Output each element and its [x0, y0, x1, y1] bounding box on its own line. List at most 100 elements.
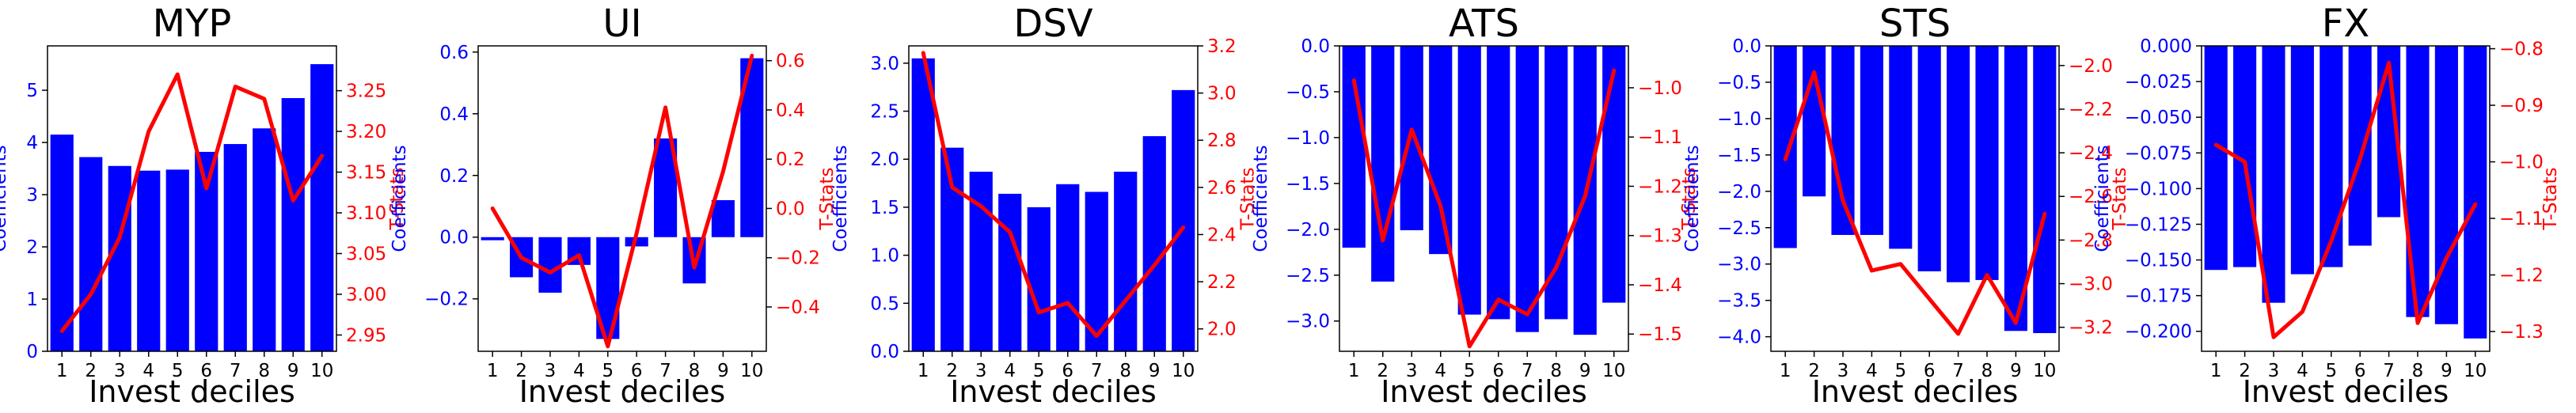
- x-tick-label: 9: [1579, 361, 1591, 381]
- bar-8: [1975, 46, 1999, 280]
- t-stats-line: [1783, 70, 2047, 336]
- x-axis-label: Invest deciles: [1812, 374, 2019, 409]
- axes-frame: [1339, 45, 1629, 352]
- x-tick-label: 5: [602, 361, 614, 381]
- y-axis-label-right: T-Stats: [817, 168, 838, 231]
- axes-frame: [908, 45, 1199, 352]
- y-tick-label-left: 1.0: [870, 246, 899, 267]
- y-tick-label-left: 0.2: [439, 166, 469, 187]
- bar-1: [1342, 46, 1366, 248]
- x-axis-label: Invest deciles: [1381, 374, 1587, 409]
- y-axis-label-left: Coefficients: [2092, 145, 2113, 252]
- x-axis-label: Invest deciles: [2243, 374, 2449, 409]
- x-tick-label: 1: [487, 361, 499, 381]
- y-axis-label-right: T-Stats: [1238, 168, 1259, 231]
- y-tick-label-right: −2.2: [2069, 100, 2113, 120]
- x-tick-label: 3: [545, 361, 557, 381]
- y-tick-label-left: 0.0: [1301, 36, 1330, 57]
- y-tick-label-right: −3.0: [2069, 275, 2113, 295]
- bar-2: [79, 157, 103, 351]
- bar-9: [2004, 46, 2027, 332]
- bar-5: [165, 169, 189, 351]
- x-tick-label: 7: [659, 361, 671, 381]
- x-tick-label: 10: [740, 361, 763, 381]
- chart-panel-sts: 1 2 3 4 5 6 7 8 9 10 −4.0 −3.5 −3.0 −2.5 −2.0 −1.5 −1.0 −…: [1682, 2, 2130, 409]
- bar-3: [108, 165, 131, 351]
- y-tick-label-left: −4.0: [1717, 328, 1761, 348]
- y-tick-label-left: 0.0: [1732, 36, 1761, 57]
- bar-6: [2348, 46, 2372, 246]
- y-tick-label-left: −2.0: [1717, 182, 1761, 203]
- x-tick-label: 3: [114, 361, 126, 381]
- y-tick-label-right: −1.2: [1638, 176, 1682, 197]
- bar-8: [1544, 46, 1568, 320]
- y-tick-label-right: 2.2: [1207, 272, 1237, 293]
- y-tick-label-right: 0.0: [776, 199, 805, 219]
- y-tick-label-left: −2.5: [1286, 266, 1330, 286]
- y-tick-label-right: −1.0: [1638, 78, 1682, 99]
- y-axis-label-right: T-Stats: [2540, 168, 2561, 231]
- bar-4: [1429, 46, 1453, 255]
- x-axis-label: Invest deciles: [89, 374, 295, 409]
- x-tick-label: 7: [230, 361, 241, 381]
- y-axis-label-right: T-Stats: [2110, 168, 2130, 231]
- x-tick-label: 10: [2464, 361, 2487, 381]
- x-tick-label: 8: [258, 361, 270, 381]
- x-axis-label: Invest deciles: [950, 374, 1157, 409]
- y-tick-label-right: −0.2: [776, 248, 820, 269]
- y-tick-label-left: −0.025: [2125, 72, 2192, 93]
- x-tick-label: 2: [946, 361, 958, 381]
- y-tick-label-left: 0.0: [870, 342, 899, 362]
- x-tick-label: 1: [1780, 361, 1791, 381]
- chart-title: ATS: [1449, 2, 1519, 46]
- y-tick-label-left: −0.175: [2125, 286, 2192, 307]
- bar-3: [2262, 46, 2285, 303]
- y-tick-label-right: 3.05: [346, 244, 386, 264]
- axes-frame: [1770, 45, 2060, 352]
- chart-title: UI: [602, 2, 641, 46]
- x-tick-label: 3: [1837, 361, 1849, 381]
- x-tick-label: 4: [1434, 361, 1446, 381]
- y-axis-label-left: Coefficients: [0, 145, 10, 252]
- x-tick-label: 7: [1952, 361, 1964, 381]
- y-tick-label-left: 0.4: [439, 104, 469, 125]
- bar-6: [1487, 46, 1510, 320]
- x-tick-label: 5: [172, 361, 184, 381]
- y-tick-label-right: −2.8: [2069, 230, 2113, 251]
- y-tick-label-right: −1.1: [1638, 127, 1682, 148]
- x-tick-label: 10: [1602, 361, 1625, 381]
- x-tick-label: 3: [975, 361, 987, 381]
- bar-4: [137, 170, 161, 351]
- y-tick-label-left: 0.5: [870, 294, 899, 314]
- y-tick-label-left: −1.5: [1717, 146, 1761, 166]
- y-tick-label-left: 1: [26, 290, 38, 310]
- bar-10: [1172, 89, 1195, 351]
- bar-5: [1889, 46, 1913, 249]
- bar-1: [911, 58, 935, 351]
- x-tick-label: 2: [1377, 361, 1389, 381]
- x-tick-label: 6: [1924, 361, 1936, 381]
- bar-1: [50, 135, 74, 352]
- x-tick-label: 1: [56, 361, 68, 381]
- y-axis-label-left: Coefficients: [389, 145, 410, 252]
- x-tick-label: 4: [142, 361, 154, 381]
- bar-5: [2320, 46, 2343, 267]
- x-tick-label: 9: [2010, 361, 2022, 381]
- bar-3: [538, 237, 562, 293]
- bar-8: [253, 128, 276, 351]
- y-tick-label-left: −3.5: [1717, 291, 1761, 312]
- x-tick-label: 8: [1981, 361, 1993, 381]
- y-tick-label-right: −1.3: [2499, 322, 2544, 343]
- chart-panel-ats: 1 2 3 4 5 6 7 8 9 10 −3.0 −2.5 −2.0 −1.5 −1.0 −0.5 0.0 −1…: [1251, 2, 1700, 409]
- x-tick-label: 4: [2297, 361, 2308, 381]
- x-tick-label: 3: [1406, 361, 1418, 381]
- x-tick-label: 5: [1464, 361, 1476, 381]
- y-tick-label-left: 4: [26, 133, 38, 153]
- x-tick-label: 2: [515, 361, 527, 381]
- chart-title: FX: [2322, 2, 2370, 46]
- y-tick-label-right: −2.4: [2069, 143, 2113, 164]
- y-tick-label-left: 0.6: [439, 43, 469, 63]
- x-tick-label: 8: [689, 361, 701, 381]
- y-tick-label-right: 0.2: [776, 150, 805, 170]
- chart-panel-dsv: 1 2 3 4 5 6 7 8 9 10 0.0 0.5 1.0 1.5 2.0 2.5 3.0 2.0 2.2 2.…: [830, 2, 1259, 409]
